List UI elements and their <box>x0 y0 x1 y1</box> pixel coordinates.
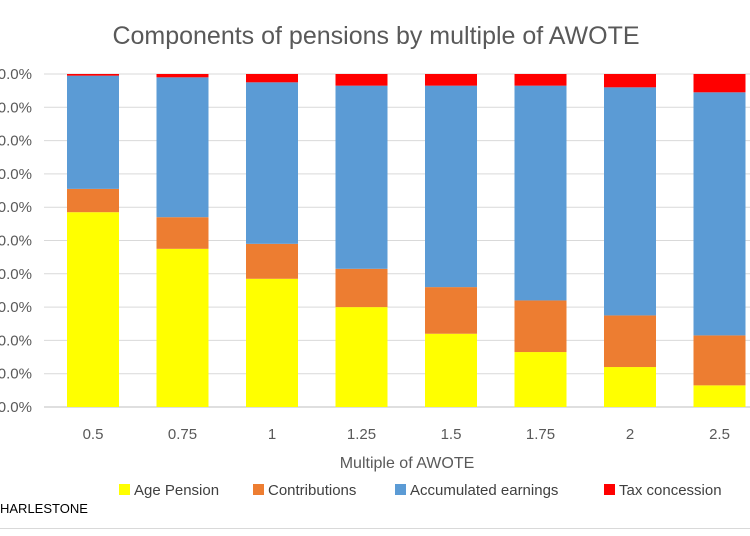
bar-segment-age-pension <box>604 367 656 407</box>
bar-segment-contributions <box>335 268 388 308</box>
y-tick-label: 0.0% <box>0 366 32 383</box>
bar-segment-age-pension <box>514 352 567 407</box>
bar-segment-accumulated-earnings <box>156 77 209 218</box>
x-tick-labels: 0.5 0.75 1 1.25 1.5 1.75 2 2.5 <box>83 426 730 443</box>
legend-label: Accumulated earnings <box>410 482 558 499</box>
bar-segment-tax-concession <box>514 74 567 86</box>
bar-segment-age-pension <box>246 278 298 407</box>
legend-swatch <box>253 484 264 495</box>
bar-segment-tax-concession <box>67 74 119 76</box>
legend-label: Tax concession <box>619 482 722 499</box>
bar-segment-tax-concession <box>604 74 656 88</box>
bar-segment-accumulated-earnings <box>246 82 298 244</box>
y-tick-label: 0.0% <box>0 299 32 316</box>
bar-segment-contributions <box>604 315 656 368</box>
x-tick-label: 1.5 <box>441 426 462 443</box>
bar-segment-accumulated-earnings <box>67 75 119 189</box>
y-tick-label: 0.0% <box>0 166 32 183</box>
bar-segment-accumulated-earnings <box>604 87 656 316</box>
legend-swatch <box>119 484 130 495</box>
y-tick-label: 0.0% <box>0 266 32 283</box>
bar-segment-accumulated-earnings <box>425 85 477 288</box>
bar-segment-age-pension <box>425 333 477 407</box>
bar-segment-contributions <box>246 243 298 279</box>
bar-segment-tax-concession <box>156 74 209 78</box>
stacked-bars <box>67 74 746 407</box>
bar-segment-contributions <box>514 300 567 353</box>
y-tick-label: 0.0% <box>0 399 32 416</box>
bar-segment-contributions <box>156 217 209 249</box>
x-tick-label: 0.5 <box>83 426 104 443</box>
y-tick-labels: 0.0% 0.0% 0.0% 0.0% 0.0% 0.0% 0.0% 0.0% 0.0% 0.0%… <box>0 66 32 416</box>
bar-segment-tax-concession <box>425 74 477 86</box>
y-tick-label: 0.0% <box>0 99 32 116</box>
x-tick-label: 1.25 <box>347 426 376 443</box>
bar-segment-tax-concession <box>335 74 388 86</box>
bar-segment-contributions <box>425 287 477 334</box>
bar-segment-tax-concession <box>246 74 298 83</box>
x-tick-label: 1.75 <box>526 426 555 443</box>
bar-segment-contributions <box>67 188 119 213</box>
y-tick-label: 0.0% <box>0 133 32 150</box>
x-tick-label: 1 <box>268 426 276 443</box>
bar-segment-contributions <box>693 335 746 386</box>
chart-title: Components of pensions by multiple of AW… <box>112 22 639 50</box>
x-axis-title: Multiple of AWOTE <box>340 455 475 472</box>
bar-segment-accumulated-earnings <box>514 85 567 301</box>
y-tick-label: 0.0% <box>0 332 32 349</box>
bar-segment-age-pension <box>156 248 209 407</box>
source-credit: HARLESTONE <box>0 501 88 516</box>
x-tick-label: 2.5 <box>709 426 730 443</box>
x-tick-label: 2 <box>626 426 634 443</box>
bar-segment-tax-concession <box>693 74 746 93</box>
bar-segment-age-pension <box>67 212 119 407</box>
legend-swatch <box>604 484 615 495</box>
legend-label: Age Pension <box>134 482 219 499</box>
y-tick-label: 0.0% <box>0 199 32 216</box>
bar-segment-accumulated-earnings <box>693 92 746 336</box>
bar-segment-accumulated-earnings <box>335 85 388 269</box>
x-tick-label: 0.75 <box>168 426 197 443</box>
y-tick-label: 0.0% <box>0 66 32 83</box>
bar-segment-age-pension <box>335 307 388 407</box>
chart-frame-bottom <box>0 528 750 529</box>
legend-swatch <box>395 484 406 495</box>
legend-label: Contributions <box>268 482 356 499</box>
bar-segment-age-pension <box>693 385 746 407</box>
y-tick-label: 0.0% <box>0 233 32 250</box>
legend: Age Pension Contributions Accumulated earn… <box>119 482 722 499</box>
